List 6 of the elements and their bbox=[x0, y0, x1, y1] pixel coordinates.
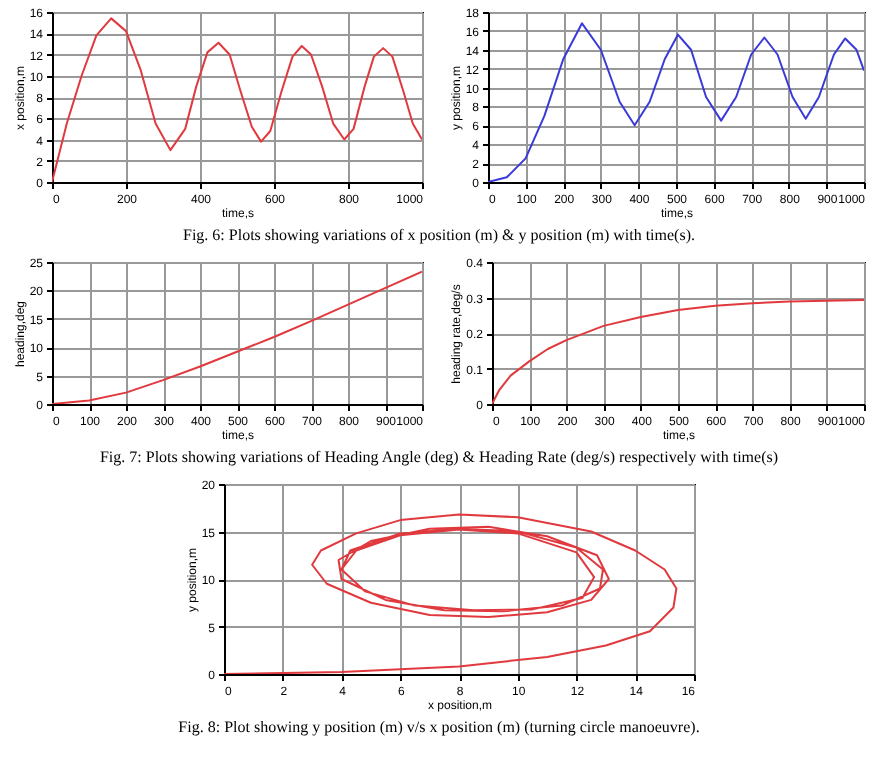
caption: Fig. 6: Plots showing variations of x position (m) & y position (m) with time(s). bbox=[181, 226, 697, 244]
caption: Fig. 7: Plots showing variations of Heading Angle (deg) & Heading Rate (deg/s) respectively with time(s) bbox=[97, 448, 781, 466]
caption: Fig. 8: Plot showing y position (m) v/s x position (m) (turning circle manoeuvre). bbox=[176, 718, 702, 736]
line-series bbox=[52, 17, 422, 182]
line-series bbox=[223, 513, 677, 674]
line-series bbox=[52, 270, 422, 404]
